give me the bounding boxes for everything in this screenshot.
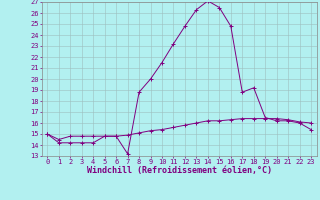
X-axis label: Windchill (Refroidissement éolien,°C): Windchill (Refroidissement éolien,°C): [87, 166, 272, 175]
